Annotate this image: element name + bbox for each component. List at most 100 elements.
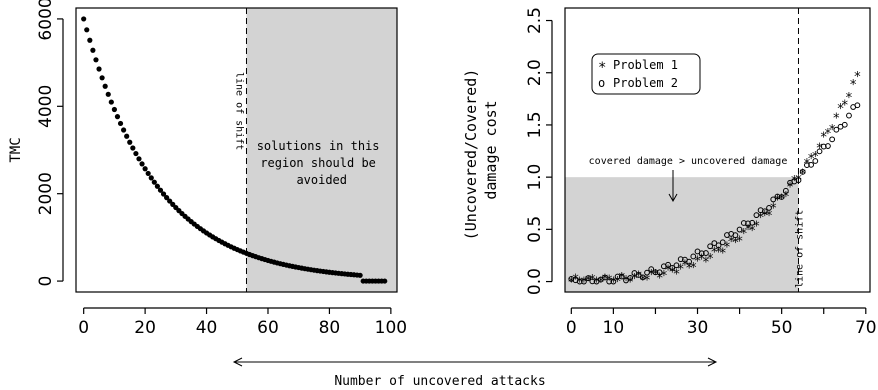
x-tick-label: 10: [603, 318, 625, 338]
data-point-circle: [665, 261, 671, 268]
data-point-circle: [761, 208, 768, 215]
data-point-circle: [740, 220, 747, 226]
x-tick-label: 100: [375, 318, 407, 338]
data-point-circle: [715, 242, 722, 249]
data-point-circle: [602, 274, 608, 281]
right-y-axis-label: (Uncovered/Covered) damage cost: [462, 60, 500, 241]
data-point-circle: [703, 250, 709, 256]
data-point-circle: [816, 148, 823, 155]
data-point-star: *: [698, 253, 706, 268]
data-point-circle: [606, 278, 613, 285]
data-point: [142, 166, 148, 172]
data-point-star: *: [795, 173, 803, 188]
y-tick-label: 0: [36, 276, 56, 287]
data-point-circle: [829, 136, 836, 143]
legend: * Problem 1 o Problem 2: [591, 53, 701, 95]
data-point: [87, 37, 93, 43]
data-point: [124, 133, 130, 139]
data-point-circle: [774, 193, 781, 200]
left-plot-frame: [75, 7, 398, 293]
left-y-axis-label: TMC: [8, 137, 24, 162]
data-point-star: *: [626, 276, 634, 291]
data-point-star: *: [681, 259, 689, 274]
x-tick-label: 70: [855, 318, 877, 338]
data-point-circle: [846, 112, 852, 119]
x-tick-label: 30: [687, 318, 709, 338]
right-points: ****************************************…: [567, 70, 861, 291]
data-point: [133, 150, 139, 157]
data-point: [145, 170, 151, 177]
right-shift-label: line of shift: [794, 210, 805, 288]
x-tick-label: 0: [78, 318, 89, 338]
y-tick-label: 2.5: [525, 7, 545, 34]
data-point-circle: [610, 278, 617, 285]
data-point-star: *: [656, 272, 664, 287]
right-chart: line of shift covered damage > uncovered…: [462, 7, 877, 338]
y-tick-label: 0.0: [525, 268, 545, 295]
data-point-star: *: [731, 236, 739, 251]
data-point-circle: [778, 194, 785, 200]
left-avoid-annotation-line: region should be: [260, 156, 376, 170]
data-point: [167, 198, 173, 204]
data-point-star: *: [572, 272, 580, 287]
shared-x-axis-label: Number of uncovered attacks: [334, 374, 545, 389]
data-point-circle: [673, 262, 680, 269]
data-point-circle: [854, 102, 861, 109]
right-y-axis-label-line: (Uncovered/Covered): [462, 69, 480, 241]
left-points: [81, 16, 388, 284]
data-point: [108, 99, 114, 105]
data-point: [154, 183, 161, 189]
data-point-star: *: [677, 262, 685, 277]
data-point-circle: [820, 143, 827, 150]
legend-entry-problem-1: Problem 1: [613, 58, 678, 72]
data-point-star: *: [853, 70, 861, 85]
data-point: [382, 278, 388, 284]
data-point-star: *: [752, 220, 760, 235]
data-point-star: *: [584, 274, 592, 289]
data-point-star: *: [605, 274, 613, 289]
data-point-star: *: [630, 272, 638, 287]
left-y-axis: 0 2000 4000 6000: [36, 0, 64, 287]
data-point-circle: [812, 158, 819, 164]
data-point-star: *: [689, 261, 697, 276]
data-point-circle: [753, 212, 760, 219]
y-tick-label: 4000: [36, 85, 56, 128]
data-point-star: *: [765, 209, 773, 224]
data-point-star: *: [643, 274, 651, 289]
data-point-circle: [585, 275, 592, 282]
y-tick-label: 2.0: [525, 59, 545, 86]
legend-box: [591, 53, 701, 95]
x-tick-label: 0: [566, 318, 577, 338]
data-point-circle: [795, 177, 802, 184]
left-avoid-region: [246, 8, 397, 292]
data-point: [102, 83, 108, 89]
data-point-circle: [635, 272, 642, 278]
data-point-star: *: [761, 209, 769, 224]
data-point-circle: [644, 269, 650, 276]
data-point-circle: [782, 187, 789, 194]
data-point-star: *: [824, 127, 832, 142]
x-tick-label: 50: [771, 318, 793, 338]
data-point-star: *: [736, 235, 744, 250]
data-point: [81, 16, 87, 22]
annotation-arrowhead: [668, 193, 678, 203]
data-point-circle: [648, 266, 655, 273]
data-point-star: *: [782, 190, 790, 205]
y-tick-label: 1.0: [525, 164, 545, 191]
y-tick-label: 0.5: [525, 216, 545, 243]
left-avoid-annotation: solutions in this region should be avoid…: [257, 139, 387, 187]
data-point-star: *: [769, 202, 777, 217]
data-point-star: *: [580, 276, 588, 291]
data-point: [127, 139, 133, 145]
data-point-star: *: [639, 274, 647, 289]
data-point-circle: [825, 143, 831, 149]
x-tick-label: 20: [134, 318, 156, 338]
data-point-circle: [652, 269, 659, 276]
left-x-axis: 0 20 40 60 80 100: [78, 307, 407, 338]
data-point-circle: [656, 269, 663, 276]
x-tick-label: 60: [257, 318, 279, 338]
data-point-star: *: [807, 152, 815, 167]
right-x-axis: 01030507020: [566, 307, 877, 338]
shared-x-arrowhead-right: [707, 357, 718, 367]
right-covered-annotation: covered damage > uncovered damage: [589, 156, 788, 167]
